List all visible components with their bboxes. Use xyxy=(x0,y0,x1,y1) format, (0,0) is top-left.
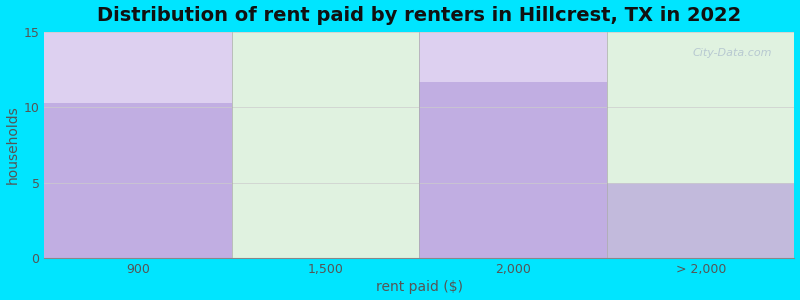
Y-axis label: households: households xyxy=(6,106,19,184)
Bar xyxy=(45,32,232,258)
Bar xyxy=(232,32,419,258)
Title: Distribution of rent paid by renters in Hillcrest, TX in 2022: Distribution of rent paid by renters in … xyxy=(98,6,742,25)
Text: City-Data.com: City-Data.com xyxy=(693,47,772,58)
Bar xyxy=(419,32,607,258)
X-axis label: rent paid ($): rent paid ($) xyxy=(376,280,463,294)
Bar xyxy=(607,32,794,258)
Bar xyxy=(45,103,232,258)
Bar xyxy=(419,82,607,258)
Bar xyxy=(607,183,794,258)
